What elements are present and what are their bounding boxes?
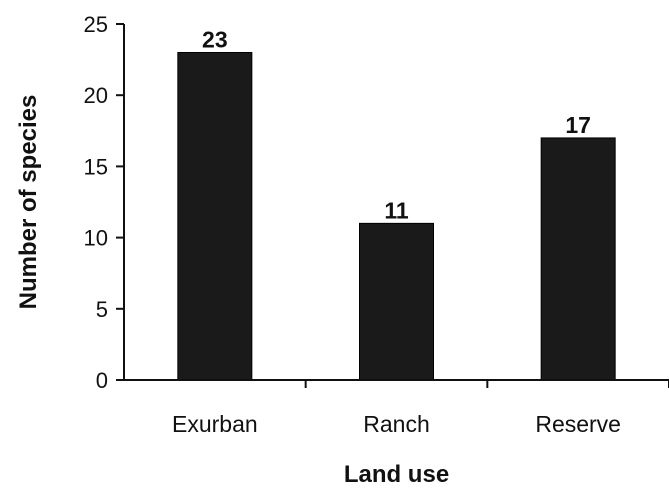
y-tick-label: 5 <box>96 297 108 322</box>
x-axis-title: Land use <box>344 461 449 488</box>
x-category-label: Ranch <box>363 411 429 437</box>
y-axis-ticks: 0 5 10 15 20 25 <box>84 12 124 393</box>
y-tick-label: 0 <box>96 368 108 393</box>
bar-exurban <box>177 51 253 381</box>
bar-ranch <box>359 222 434 381</box>
x-category-label: Exurban <box>172 411 258 437</box>
y-tick-label: 10 <box>84 226 108 251</box>
x-category-label: Reserve <box>535 411 621 437</box>
x-axis-ticks: Exurban Ranch Reserve <box>172 380 669 437</box>
bar-reserve <box>540 137 616 381</box>
y-axis-title: Number of species <box>15 95 42 310</box>
bar-value-label: 23 <box>202 26 228 52</box>
y-tick-label: 20 <box>84 83 108 108</box>
bars-group: 23 11 17 <box>177 26 616 381</box>
bar-value-label: 11 <box>384 197 409 223</box>
y-tick-label: 15 <box>84 154 108 179</box>
bar-value-label: 17 <box>565 112 591 138</box>
y-tick-label: 25 <box>84 12 108 37</box>
